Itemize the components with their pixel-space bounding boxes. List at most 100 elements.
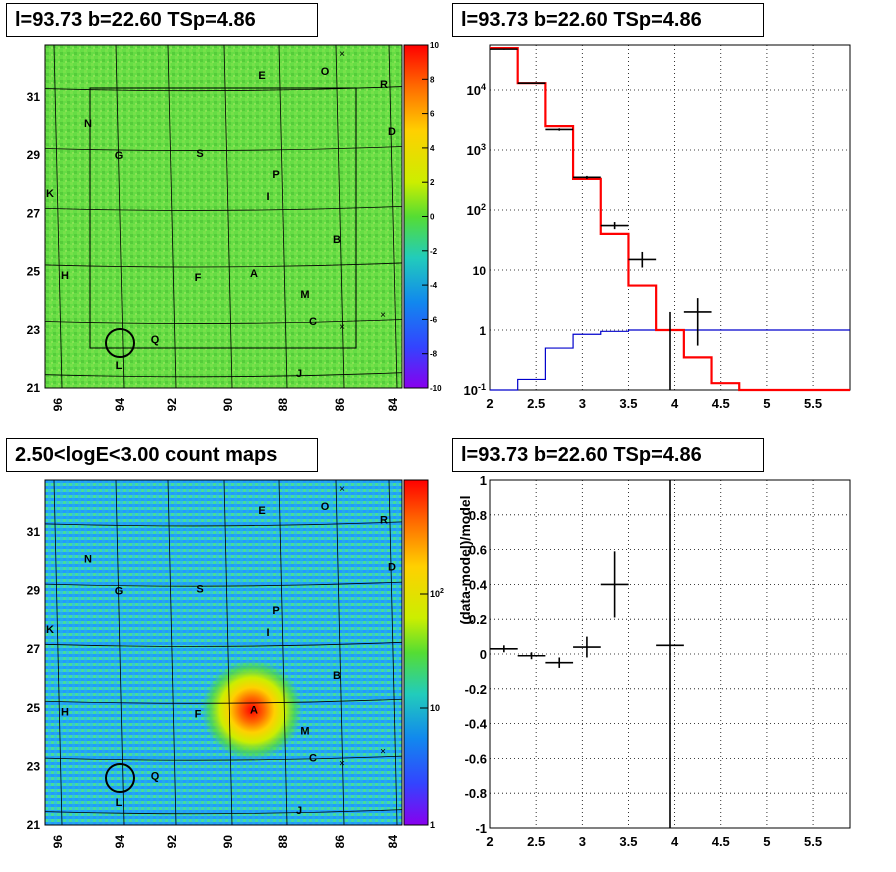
y-tick-label: 27 <box>27 642 41 656</box>
colorbar-tick-label: -10 <box>430 384 442 393</box>
parallel-line <box>44 146 403 151</box>
source-circle <box>105 763 135 793</box>
meridian-line <box>167 479 177 826</box>
source-label: C <box>309 753 317 765</box>
source-label: N <box>84 553 92 565</box>
cross-marker: × <box>380 310 386 321</box>
source-label: E <box>258 505 265 517</box>
meridian-line <box>53 479 63 826</box>
colorbar-tick-label: -8 <box>430 350 438 359</box>
x-tick-label: 94 <box>113 398 127 412</box>
roi-outline <box>89 87 357 349</box>
y-tick-label: 23 <box>27 323 41 337</box>
y-tick-label: 25 <box>27 265 41 279</box>
colorbar-tick-label: -2 <box>430 247 438 256</box>
y-tick-label: 1 <box>480 473 487 488</box>
colorbar-tick-label: 4 <box>430 144 435 153</box>
source-label: G <box>115 150 124 162</box>
source-label: G <box>115 586 124 598</box>
x-tick-label: 84 <box>386 398 400 412</box>
colorbar-tick-label: -4 <box>430 281 438 290</box>
x-tick-label: 2 <box>486 396 493 411</box>
source-label: L <box>116 797 123 809</box>
x-tick-label: 92 <box>165 398 179 412</box>
source-label: Q <box>151 771 160 783</box>
x-tick-label: 90 <box>221 398 235 412</box>
meridian-line <box>388 479 398 826</box>
y-tick-label: 103 <box>467 142 486 158</box>
y-tick-labels: 31 29 27 25 23 21 <box>27 525 41 832</box>
parallel-line <box>44 205 403 211</box>
y-tick-label: 0.6 <box>469 543 487 558</box>
parallel-line <box>44 262 403 268</box>
meridian-line <box>278 44 288 389</box>
x-tick-label: 88 <box>276 398 290 412</box>
y-tick-label: 102 <box>467 202 486 218</box>
source-label: J <box>296 805 302 817</box>
parallel-line <box>44 809 403 815</box>
parallel-line <box>44 581 403 587</box>
y-tick-labels: 31 29 27 25 23 21 <box>27 90 41 395</box>
source-label: C <box>309 316 317 328</box>
source-label: M <box>300 289 309 301</box>
y-tick-label: -0.4 <box>465 717 488 732</box>
colorbar-ticks: 102 10 1 <box>420 588 444 830</box>
y-tick-label: 31 <box>27 525 41 539</box>
source-label: S <box>196 584 203 596</box>
source-label: F <box>195 708 202 720</box>
parallel-line <box>44 755 403 761</box>
y-tick-label: 0.8 <box>469 508 487 523</box>
y-tick-label: 21 <box>27 818 41 832</box>
bright-source-hotspot <box>202 660 302 760</box>
y-tick-label: 27 <box>27 206 41 220</box>
source-label: O <box>321 501 330 513</box>
source-label: M <box>300 725 309 737</box>
source-label: O <box>321 66 330 78</box>
x-tick-labels: 96 94 92 90 88 86 84 <box>51 835 400 849</box>
y-tick-label: 25 <box>27 701 41 715</box>
colorbar-tick-label: 10 <box>430 703 440 713</box>
source-label: K <box>46 624 54 636</box>
x-tick-label: 88 <box>276 835 290 849</box>
x-tick-labels: 96 94 92 90 88 86 84 <box>51 398 400 412</box>
x-tick-label: 5 <box>763 396 770 411</box>
background-model-line <box>490 329 850 391</box>
coordinate-grid <box>44 44 403 389</box>
colorbar-ticks: 10 8 6 4 2 0 -2 -4 -6 -8 -10 <box>422 41 442 393</box>
source-label: R <box>380 514 388 526</box>
x-tick-label: 3.5 <box>619 834 637 849</box>
source-label: P <box>272 169 279 181</box>
bottom-left-title: 2.50<logE<3.00 count maps <box>6 438 318 472</box>
x-tick-label: 96 <box>51 835 65 849</box>
y-tick-label: 23 <box>27 759 41 773</box>
parallel-line <box>44 641 403 647</box>
y-tick-label: -0.6 <box>465 751 487 766</box>
meridian-line <box>223 479 233 826</box>
parallel-line <box>44 319 403 324</box>
residual-points <box>490 480 684 828</box>
x-tick-labels: 2 2.5 3 3.5 4 4.5 5 5.5 <box>486 396 822 411</box>
colorbar <box>403 479 429 826</box>
source-label: L <box>116 360 123 372</box>
x-tick-label: 4 <box>671 396 679 411</box>
parallel-line <box>44 698 403 704</box>
source-label: F <box>195 272 202 284</box>
x-tick-label: 2.5 <box>527 396 545 411</box>
source-label: I <box>266 191 269 203</box>
source-circle <box>105 328 135 358</box>
colorbar-tick-label: 8 <box>430 75 435 84</box>
source-label: E <box>258 70 265 82</box>
meridian-line <box>335 44 345 389</box>
colorbar-tick-label: -6 <box>430 315 438 324</box>
meridian-line <box>167 44 177 389</box>
colorbar-tick-label: 1 <box>430 820 435 830</box>
count-map-area <box>44 479 403 826</box>
y-tick-label: 21 <box>27 381 41 395</box>
cross-marker: × <box>339 484 345 495</box>
meridian-line <box>53 44 63 389</box>
cross-marker: × <box>339 49 345 60</box>
x-tick-label: 3 <box>579 396 586 411</box>
x-tick-label: 5.5 <box>804 834 822 849</box>
y-tick-label: -1 <box>475 821 487 836</box>
